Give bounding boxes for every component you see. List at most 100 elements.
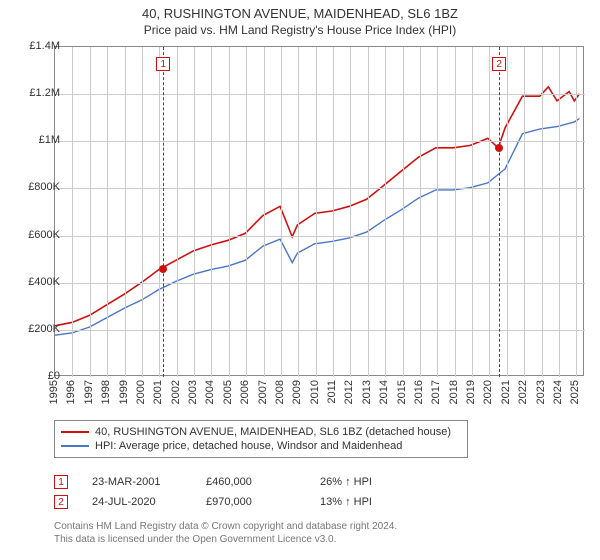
footer-line-2: This data is licensed under the Open Gov…: [54, 533, 397, 546]
gridline-x: [211, 47, 212, 377]
xtick-label: 2021: [500, 380, 512, 404]
xtick-label: 2010: [309, 380, 321, 404]
gridline-x: [472, 47, 473, 377]
xtick-label: 2014: [378, 380, 390, 404]
legend-swatch: [61, 431, 89, 433]
xtick-label: 2016: [413, 380, 425, 404]
ytick-label: £1.2M: [10, 87, 60, 99]
xtick-label: 2019: [465, 380, 477, 404]
footer-line-1: Contains HM Land Registry data © Crown c…: [54, 520, 397, 533]
gridline-x: [576, 47, 577, 377]
xtick-label: 2008: [274, 380, 286, 404]
xtick-label: 2004: [204, 380, 216, 404]
sale-marker-vline: [163, 47, 164, 377]
gridline-x: [455, 47, 456, 377]
gridline-y: [55, 94, 585, 95]
gridline-x: [507, 47, 508, 377]
gridline-x: [316, 47, 317, 377]
gridline-x: [350, 47, 351, 377]
sale-marker-ref: 1: [54, 475, 68, 489]
sale-marker-box: 1: [156, 57, 170, 71]
sale-marker-dot: [159, 265, 167, 273]
xtick-label: 2023: [535, 380, 547, 404]
sale-date: 23-MAR-2001: [92, 476, 182, 488]
ytick-label: £600K: [10, 229, 60, 241]
legend-item: 40, RUSHINGTON AVENUE, MAIDENHEAD, SL6 1…: [61, 425, 461, 439]
gridline-x: [437, 47, 438, 377]
chart-subtitle: Price paid vs. HM Land Registry's House …: [0, 23, 600, 41]
gridline-x: [333, 47, 334, 377]
gridline-x: [90, 47, 91, 377]
ytick-label: £800K: [10, 181, 60, 193]
xtick-label: 2025: [569, 380, 581, 404]
xtick-label: 1997: [83, 380, 95, 404]
gridline-x: [142, 47, 143, 377]
ytick-label: £1.4M: [10, 40, 60, 52]
sale-marker-vline: [499, 47, 500, 377]
sale-marker-ref: 2: [54, 495, 68, 509]
gridline-x: [281, 47, 282, 377]
xtick-label: 2022: [517, 380, 529, 404]
ytick-label: £1M: [10, 134, 60, 146]
xtick-label: 2002: [170, 380, 182, 404]
legend-label: 40, RUSHINGTON AVENUE, MAIDENHEAD, SL6 1…: [95, 426, 451, 438]
chart-title: 40, RUSHINGTON AVENUE, MAIDENHEAD, SL6 1…: [0, 0, 600, 23]
gridline-x: [559, 47, 560, 377]
sale-price: £970,000: [206, 496, 296, 508]
xtick-label: 2013: [361, 380, 373, 404]
xtick-label: 2018: [448, 380, 460, 404]
gridline-x: [420, 47, 421, 377]
ytick-label: £400K: [10, 276, 60, 288]
xtick-label: 2017: [430, 380, 442, 404]
xtick-label: 2001: [152, 380, 164, 404]
gridline-x: [177, 47, 178, 377]
xtick-label: 2007: [257, 380, 269, 404]
gridline-x: [229, 47, 230, 377]
xtick-label: 2009: [291, 380, 303, 404]
ytick-label: £200K: [10, 323, 60, 335]
sale-price: £460,000: [206, 476, 296, 488]
xtick-label: 1998: [100, 380, 112, 404]
legend-swatch: [61, 445, 89, 447]
xtick-label: 2000: [135, 380, 147, 404]
xtick-label: 2006: [239, 380, 251, 404]
chart-plot-area: 12: [54, 46, 584, 376]
gridline-x: [368, 47, 369, 377]
gridline-x: [194, 47, 195, 377]
gridline-x: [159, 47, 160, 377]
sale-date: 24-JUL-2020: [92, 496, 182, 508]
gridline-y: [55, 283, 585, 284]
gridline-x: [542, 47, 543, 377]
chart-footer: Contains HM Land Registry data © Crown c…: [54, 520, 397, 546]
xtick-label: 1995: [48, 380, 60, 404]
gridline-x: [125, 47, 126, 377]
gridline-y: [55, 330, 585, 331]
xtick-label: 2012: [343, 380, 355, 404]
sales-table: 1 23-MAR-2001 £460,000 26% ↑ HPI 2 24-JUL-202…: [54, 472, 410, 512]
sale-row: 1 23-MAR-2001 £460,000 26% ↑ HPI: [54, 472, 410, 492]
xtick-label: 2011: [326, 380, 338, 404]
chart-svg: [55, 47, 583, 375]
gridline-y: [55, 141, 585, 142]
gridline-x: [403, 47, 404, 377]
sale-row: 2 24-JUL-2020 £970,000 13% ↑ HPI: [54, 492, 410, 512]
gridline-x: [385, 47, 386, 377]
sale-vs-hpi: 13% ↑ HPI: [320, 496, 410, 508]
gridline-x: [524, 47, 525, 377]
sale-marker-dot: [495, 144, 503, 152]
xtick-label: 2024: [552, 380, 564, 404]
xtick-label: 1999: [118, 380, 130, 404]
gridline-y: [55, 236, 585, 237]
gridline-y: [55, 188, 585, 189]
series-line: [55, 87, 580, 326]
xtick-label: 2020: [482, 380, 494, 404]
chart-legend: 40, RUSHINGTON AVENUE, MAIDENHEAD, SL6 1…: [54, 420, 468, 458]
gridline-x: [72, 47, 73, 377]
xtick-label: 2015: [396, 380, 408, 404]
gridline-x: [489, 47, 490, 377]
xtick-label: 1996: [65, 380, 77, 404]
sale-marker-box: 2: [492, 57, 506, 71]
sale-vs-hpi: 26% ↑ HPI: [320, 476, 410, 488]
gridline-x: [264, 47, 265, 377]
gridline-x: [298, 47, 299, 377]
